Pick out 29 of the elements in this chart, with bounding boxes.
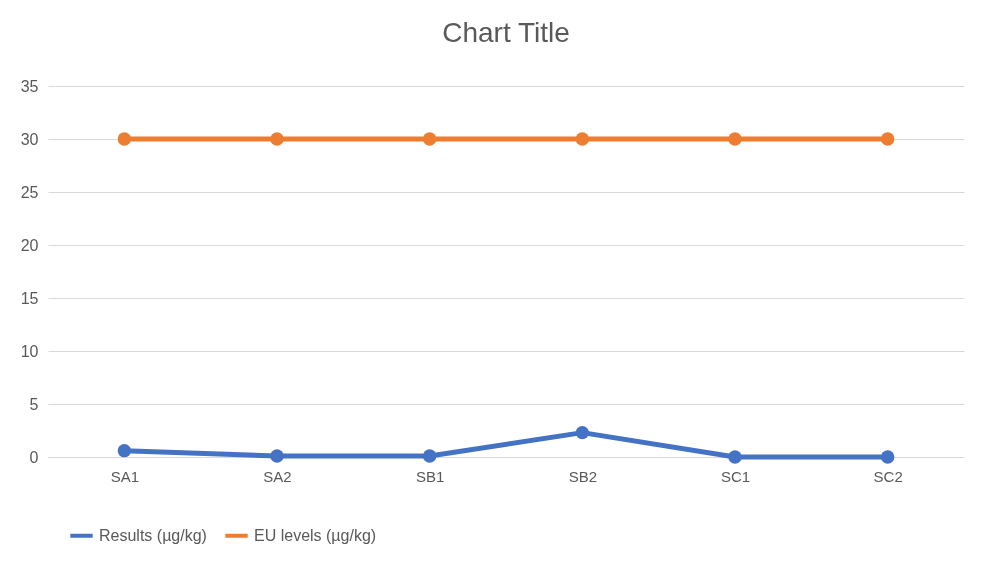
y-tick-label: 35 <box>20 77 39 95</box>
y-tick-label: 25 <box>20 183 39 201</box>
y-tick-label: 15 <box>20 289 39 307</box>
legend-label: Results (µg/kg) <box>99 526 207 544</box>
point <box>117 132 132 146</box>
y-tick-label: 10 <box>20 342 39 360</box>
point <box>422 132 437 146</box>
y-tick-label: 20 <box>20 236 39 254</box>
point <box>270 449 284 463</box>
y-tick-label: 30 <box>20 130 39 148</box>
point <box>728 132 742 146</box>
x-tick-label: SC1 <box>720 467 751 485</box>
y-tick-label: 5 <box>29 395 39 413</box>
point <box>575 132 590 146</box>
x-tick-label: SB1 <box>415 467 445 485</box>
point <box>880 132 895 146</box>
y-tick-label: 0 <box>29 448 39 466</box>
chart-title: Chart Title <box>442 17 570 48</box>
x-tick-label: SC2 <box>873 467 903 485</box>
point <box>575 425 590 440</box>
legend-label: EU levels (µg/kg) <box>254 526 377 544</box>
point <box>880 450 895 464</box>
point <box>117 443 132 458</box>
x-tick-label: SA1 <box>110 467 140 485</box>
x-tick-label: SA2 <box>263 467 292 485</box>
point <box>422 449 437 463</box>
point <box>270 132 284 146</box>
x-tick-label: SB2 <box>568 467 598 485</box>
point <box>728 450 742 464</box>
